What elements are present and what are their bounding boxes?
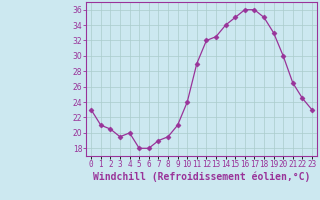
- X-axis label: Windchill (Refroidissement éolien,°C): Windchill (Refroidissement éolien,°C): [93, 172, 310, 182]
